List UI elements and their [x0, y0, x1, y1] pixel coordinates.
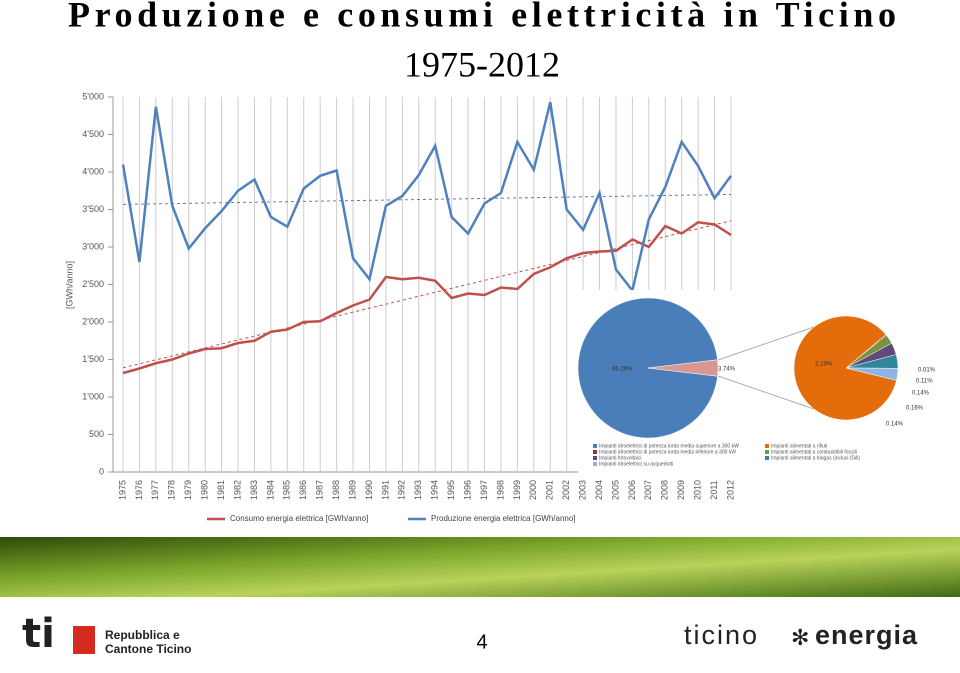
logo-text: Cantone Ticino — [105, 642, 191, 656]
pie-label: 3.19% — [815, 362, 833, 368]
banner — [0, 537, 960, 597]
x-tick-label: 2008 — [660, 480, 670, 500]
x-tick-label: 2002 — [561, 480, 571, 500]
y-tick-label: 3'500 — [82, 204, 104, 214]
pie-label: 3.74% — [718, 367, 736, 373]
y-tick-label: 4'000 — [82, 166, 104, 176]
x-tick-label: 1978 — [167, 480, 177, 500]
y-tick-label: 3'000 — [82, 241, 104, 251]
x-tick-label: 1982 — [232, 480, 242, 500]
pie-label: 0.11% — [916, 379, 933, 385]
x-tick-label: 1997 — [479, 480, 489, 500]
x-tick-label: 1989 — [347, 480, 357, 500]
x-tick-label: 2006 — [627, 480, 637, 500]
legend-swatch — [593, 462, 597, 466]
legend-swatch — [593, 444, 597, 448]
x-tick-label: 1990 — [364, 480, 374, 500]
x-tick-label: 2004 — [594, 480, 604, 500]
pie-slice — [577, 297, 718, 439]
line-series — [122, 220, 732, 375]
y-tick-label: 2'000 — [82, 316, 104, 326]
footer: ti Repubblica e Cantone Ticino 4 ticino … — [22, 611, 918, 657]
x-tick-label: 1988 — [331, 480, 341, 500]
legend-label: Impianti alimentati a biogas (inclusi ID… — [771, 455, 860, 461]
legend-swatch — [765, 450, 769, 454]
x-tick-label: 1976 — [134, 480, 144, 500]
y-tick-label: 5'000 — [82, 91, 104, 101]
legend-swatch — [765, 444, 769, 448]
x-tick-label: 1993 — [413, 480, 423, 500]
pie-label: 0.14% — [886, 422, 904, 428]
pie-slice — [845, 367, 899, 381]
legend-label: Impianti idroelettrici di potenza lorda … — [599, 449, 736, 455]
legend-label: Produzione energia elettrica [GWh/anno] — [431, 514, 576, 523]
logo-star: ✻ — [791, 625, 809, 650]
x-tick-label: 1984 — [265, 480, 275, 500]
pie-label: 0.14% — [912, 391, 930, 397]
x-tick-label: 1986 — [298, 480, 308, 500]
x-tick-label: 1985 — [282, 480, 292, 500]
chart: 0 500 1'000 1'500 2'000 2'500 3'000 3'500 4'000 4… — [64, 91, 960, 523]
logo-text: Repubblica e — [105, 628, 180, 642]
legend-label: Impianti idroelettrici di potenza lorda … — [599, 443, 739, 449]
x-tick-label: 2000 — [528, 480, 538, 500]
legend-swatch — [765, 456, 769, 460]
x-tick-label: 2011 — [709, 480, 719, 499]
x-tick-label: 1983 — [249, 480, 259, 500]
pie-label: 0.16% — [906, 406, 924, 412]
x-tick-label: 1991 — [380, 480, 390, 500]
slide-subtitle: 1975-2012 — [404, 44, 560, 84]
x-tick-label: 2005 — [610, 480, 620, 500]
x-tick-label: 1996 — [462, 480, 472, 500]
legend-label: Impianti idroelettrici su acquedotti — [599, 461, 673, 467]
x-tick-label: 1999 — [512, 480, 522, 500]
pie-label: 0.01% — [918, 368, 936, 374]
pie-label: 96.26% — [612, 367, 633, 373]
y-tick-label: 4'500 — [82, 129, 104, 139]
page-number: 4 — [476, 631, 487, 653]
x-tick-label: 2009 — [676, 480, 686, 500]
x-tick-label: 1995 — [446, 480, 456, 500]
y-tick-label: 2'500 — [82, 279, 104, 289]
x-tick-label: 1994 — [430, 480, 440, 500]
x-tick-label: 1981 — [216, 480, 226, 500]
x-tick-label: 1987 — [315, 480, 325, 500]
logo-shield — [73, 626, 95, 654]
x-tick-label: 1992 — [397, 480, 407, 500]
legend-label: Consumo energia elettrica [GWh/anno] — [230, 514, 368, 523]
x-tick-label: 1979 — [183, 480, 193, 500]
x-tick-label: 1998 — [495, 480, 505, 500]
y-tick-label: 1'500 — [82, 354, 104, 364]
x-tick-label: 2003 — [577, 480, 587, 500]
y-axis-label: [GWh/anno] — [64, 261, 74, 309]
logo-mark: ti — [22, 611, 55, 657]
legend-label: Impianti fotovoltaici — [599, 455, 642, 461]
logo-right: energia — [815, 620, 918, 650]
line-series — [121, 101, 733, 294]
y-tick-label: 0 — [99, 466, 104, 476]
slide-title: Produzione e consumi elettricità in Tici… — [68, 0, 896, 34]
pie-slice — [647, 359, 719, 377]
y-tick-label: 1'000 — [82, 391, 104, 401]
trend-line — [122, 193, 732, 205]
x-tick-label: 2012 — [725, 480, 735, 500]
x-tick-label: 1977 — [150, 480, 160, 500]
x-tick-label: 2007 — [643, 480, 653, 500]
x-tick-label: 2001 — [545, 480, 555, 500]
trend-line — [122, 220, 732, 369]
x-tick-label: 1975 — [117, 480, 127, 500]
logo-right: ticino — [684, 620, 759, 650]
pie-slice — [793, 315, 897, 421]
y-tick-label: 500 — [89, 429, 104, 439]
legend-label: Impianti alimentati a combustibili fossi… — [771, 449, 857, 455]
x-tick-label: 1980 — [200, 480, 210, 500]
legend-swatch — [593, 450, 597, 454]
x-tick-label: 2010 — [693, 480, 703, 500]
legend-swatch — [593, 456, 597, 460]
legend-label: Impianti alimentati a rifiuti — [771, 443, 827, 449]
